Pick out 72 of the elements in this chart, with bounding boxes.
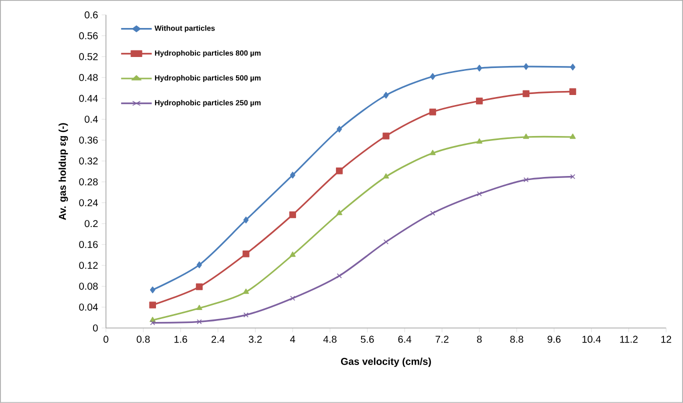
x-tick-label: 3.2 [248,336,262,343]
point [570,64,576,71]
point [569,88,576,96]
x-tick-label: 4.8 [323,336,336,343]
y-tick-label: 0.56 [79,32,98,40]
y-tick-label: 0.04 [79,304,98,311]
y-axis-title: Av. gas holdup εg (-) [58,123,68,220]
point [430,210,436,216]
x-tick-label: 11.2 [620,336,638,343]
point [196,319,202,324]
x-tick-label: 5.6 [360,336,374,343]
x-tick-label: 10.4 [582,336,601,343]
y-tick-label: 0.28 [79,178,98,186]
point [524,177,529,182]
y-tick-label: 0.32 [79,158,98,165]
point [150,286,156,294]
point [196,304,202,310]
point [429,108,436,116]
x-tick-label: 9.6 [548,336,561,343]
point [149,302,156,308]
x-tick-label: 0.8 [136,336,150,343]
point [289,211,296,218]
x-tick-label: 4 [290,336,296,343]
point [430,150,436,156]
y-tick-label: 0.24 [79,199,98,206]
point [476,64,482,72]
point [150,320,156,326]
point [336,126,342,133]
point [196,262,202,268]
point [290,172,296,179]
point [336,168,343,174]
point [476,98,483,104]
point [196,283,203,290]
point [383,92,389,99]
x-tick-label: 0 [104,336,108,343]
x-tick-label: 12 [661,336,672,343]
point [336,273,342,278]
y-tick-label: 0.2 [84,220,98,228]
y-tick-label: 0.48 [79,74,98,82]
point [383,173,390,179]
x-tick-label: 8.8 [510,336,524,343]
y-tick-label: 0.44 [79,94,98,102]
x-tick-label: 8 [477,336,482,343]
point [336,210,342,216]
x-tick-label: 2.4 [212,336,225,343]
point [570,174,576,180]
point [523,134,530,139]
y-tick-label: 0.12 [79,262,98,269]
point [290,296,296,301]
point [522,90,530,98]
point [243,312,248,318]
point [523,63,529,70]
point [242,250,250,258]
x-tick-label: 1.6 [174,336,188,343]
y-tick-label: 0.36 [79,136,98,144]
x-axis-title: Gas velocity (cm/s) [341,358,431,367]
y-tick-label: 0.16 [79,241,98,248]
point [243,216,249,224]
y-tick-label: 0.6 [84,11,98,18]
y-tick-label: 0 [93,324,98,332]
x-tick-label: 7.2 [436,336,448,343]
point [430,73,436,80]
point [290,252,296,257]
point [476,191,482,196]
y-tick-label: 0.4 [84,116,98,123]
y-tick-label: 0.08 [79,282,98,290]
point [570,134,576,139]
y-tick-label: 0.52 [79,53,98,60]
point [384,239,389,244]
point [382,132,390,140]
x-tick-label: 6.4 [398,336,412,343]
point [476,138,482,144]
